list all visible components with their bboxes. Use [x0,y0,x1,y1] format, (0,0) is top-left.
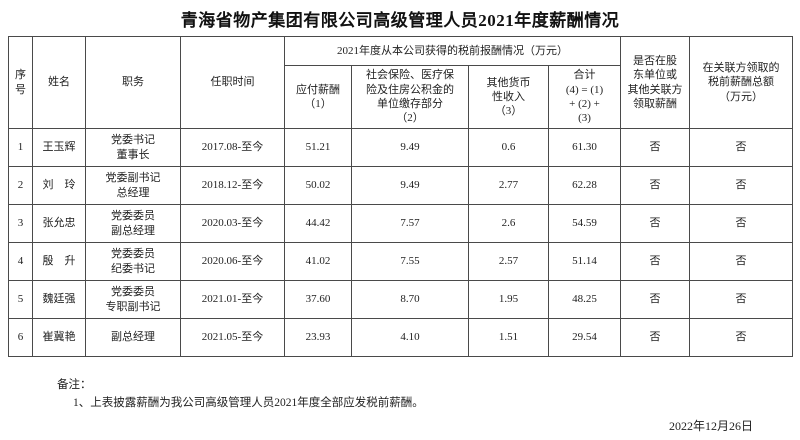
notes-section: 备注： 1、上表披露薪酬为我公司高级管理人员2021年度全部应发税前薪酬。 [57,377,800,413]
table-row: 6 崔冀艳 副总经理 2021.05-至今 23.93 4.10 1.51 29… [8,318,793,357]
cell-other-income: 2.57 [468,242,549,281]
cell-total: 51.14 [548,242,621,281]
cell-payable-salary: 23.93 [284,318,352,357]
cell-total: 29.54 [548,318,621,357]
cell-seq: 6 [8,318,33,357]
cell-name: 张允忠 [32,204,86,243]
cell-payable-salary: 41.02 [284,242,352,281]
document-page: 青海省物产集团有限公司高级管理人员2021年度薪酬情况 序 号 姓名 职务 任职… [0,6,800,440]
cell-other-income: 1.51 [468,318,549,357]
cell-total: 62.28 [548,166,621,205]
cell-related-pay-total: 否 [689,318,793,357]
cell-social-insurance: 7.57 [351,204,469,243]
cell-tenure: 2021.05-至今 [180,318,285,357]
salary-table: 序 号 姓名 职务 任职时间 2021年度从本公司获得的税前报酬情况（万元） 是… [8,36,793,357]
cell-position: 党委委员 副总经理 [85,204,181,243]
table-row: 5 魏廷强 党委委员 专职副书记 2021.01-至今 37.60 8.70 1… [8,280,793,319]
col-header-social-insurance: 社会保险、医疗保 险及住房公积金的 单位缴存部分 （2） [351,65,469,129]
cell-position: 副总经理 [85,318,181,357]
col-header-shareholder: 是否在股 东单位或 其他关联方 领取薪酬 [620,36,690,129]
cell-seq: 4 [8,242,33,281]
table-row: 4 殷 升 党委委员 纪委书记 2020.06-至今 41.02 7.55 2.… [8,242,793,281]
cell-shareholder-pay: 否 [620,280,690,319]
col-group-compensation: 2021年度从本公司获得的税前报酬情况（万元） [284,36,621,66]
cell-tenure: 2020.06-至今 [180,242,285,281]
cell-tenure: 2018.12-至今 [180,166,285,205]
cell-shareholder-pay: 否 [620,166,690,205]
cell-payable-salary: 51.21 [284,128,352,167]
table-row: 1 王玉辉 党委书记 董事长 2017.08-至今 51.21 9.49 0.6… [8,128,793,167]
cell-other-income: 1.95 [468,280,549,319]
cell-related-pay-total: 否 [689,128,793,167]
cell-name: 殷 升 [32,242,86,281]
cell-social-insurance: 7.55 [351,242,469,281]
cell-tenure: 2021.01-至今 [180,280,285,319]
document-date: 2022年12月26日 [668,419,753,433]
cell-position: 党委委员 专职副书记 [85,280,181,319]
cell-related-pay-total: 否 [689,204,793,243]
cell-seq: 3 [8,204,33,243]
col-header-other-income: 其他货币 性收入 （3） [468,65,549,129]
cell-tenure: 2020.03-至今 [180,204,285,243]
cell-shareholder-pay: 否 [620,128,690,167]
notes-label: 备注： [57,379,92,391]
cell-payable-salary: 37.60 [284,280,352,319]
cell-social-insurance: 9.49 [351,166,469,205]
cell-total: 54.59 [548,204,621,243]
cell-seq: 2 [8,166,33,205]
cell-total: 61.30 [548,128,621,167]
cell-seq: 5 [8,280,33,319]
table-header: 序 号 姓名 职务 任职时间 2021年度从本公司获得的税前报酬情况（万元） 是… [8,36,793,129]
cell-social-insurance: 8.70 [351,280,469,319]
col-header-seq: 序 号 [8,36,33,129]
col-header-name: 姓名 [32,36,86,129]
cell-payable-salary: 50.02 [284,166,352,205]
cell-other-income: 2.6 [468,204,549,243]
table-body: 1 王玉辉 党委书记 董事长 2017.08-至今 51.21 9.49 0.6… [8,128,793,357]
cell-name: 崔冀艳 [32,318,86,357]
cell-other-income: 2.77 [468,166,549,205]
cell-shareholder-pay: 否 [620,204,690,243]
cell-seq: 1 [8,128,33,167]
cell-total: 48.25 [548,280,621,319]
cell-name: 刘 玲 [32,166,86,205]
cell-position: 党委书记 董事长 [85,128,181,167]
document-title: 青海省物产集团有限公司高级管理人员2021年度薪酬情况 [180,11,620,30]
table-row: 2 刘 玲 党委副书记 总经理 2018.12-至今 50.02 9.49 2.… [8,166,793,205]
note-item-1: 1、上表披露薪酬为我公司高级管理人员2021年度全部应发税前薪酬。 [73,397,424,409]
cell-position: 党委委员 纪委书记 [85,242,181,281]
cell-related-pay-total: 否 [689,166,793,205]
cell-other-income: 0.6 [468,128,549,167]
table-row: 3 张允忠 党委委员 副总经理 2020.03-至今 44.42 7.57 2.… [8,204,793,243]
cell-shareholder-pay: 否 [620,318,690,357]
col-header-payable: 应付薪酬 （1） [284,65,352,129]
cell-tenure: 2017.08-至今 [180,128,285,167]
cell-related-pay-total: 否 [689,280,793,319]
cell-shareholder-pay: 否 [620,242,690,281]
cell-payable-salary: 44.42 [284,204,352,243]
cell-related-pay-total: 否 [689,242,793,281]
col-header-total: 合计 (4) = (1) + (2) + (3) [548,65,621,129]
col-header-tenure: 任职时间 [180,36,285,129]
col-header-related-total: 在关联方领取的 税前薪酬总额 （万元） [689,36,793,129]
col-header-position: 职务 [85,36,181,129]
cell-name: 魏廷强 [32,280,86,319]
cell-social-insurance: 9.49 [351,128,469,167]
cell-position: 党委副书记 总经理 [85,166,181,205]
cell-social-insurance: 4.10 [351,318,469,357]
cell-name: 王玉辉 [32,128,86,167]
